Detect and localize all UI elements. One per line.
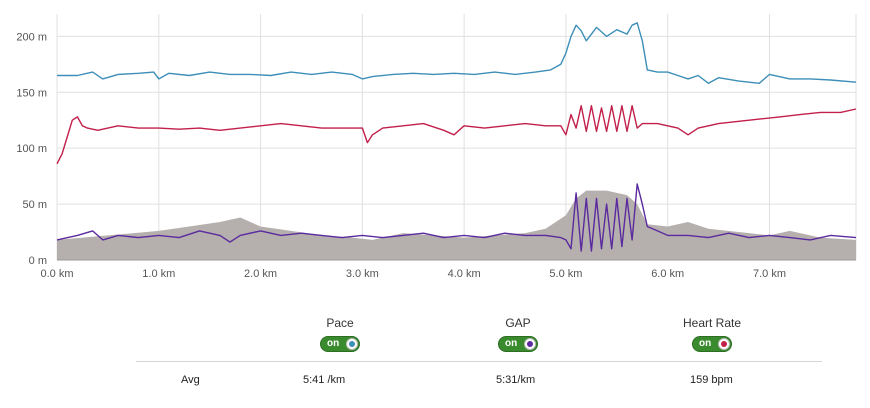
x-tick-label: 7.0 km xyxy=(753,268,786,280)
heart-rate-line xyxy=(56,105,857,165)
x-tick-label: 2.0 km xyxy=(244,268,277,280)
avg-gap-value: 5:31/km xyxy=(496,374,536,386)
chart-axes: 0.0 km 1.0 km 2.0 km 3.0 km 4.0 km 5.0 km 6.0 … xyxy=(16,31,856,280)
legend-label-heart-rate: Heart Rate xyxy=(682,316,742,330)
y-tick-label: 50 m xyxy=(23,199,47,211)
gap-line xyxy=(56,183,857,252)
heart-rate-toggle[interactable]: on xyxy=(692,336,732,352)
pace-toggle-knob xyxy=(346,338,358,350)
heart-rate-toggle-text: on xyxy=(699,338,712,349)
y-tick-label: 100 m xyxy=(16,143,47,155)
avg-label: Avg xyxy=(181,374,200,386)
x-tick-label: 4.0 km xyxy=(448,268,481,280)
chart-grid xyxy=(56,14,857,261)
legend-item-gap: GAP on xyxy=(448,316,588,357)
legend-label-pace: Pace xyxy=(326,316,354,330)
x-tick-label: 1.0 km xyxy=(142,268,175,280)
summary-divider xyxy=(136,361,822,362)
gap-toggle-knob xyxy=(524,338,536,350)
y-tick-label: 150 m xyxy=(16,87,47,99)
pace-toggle[interactable]: on xyxy=(320,336,360,352)
avg-pace-value: 5:41 /km xyxy=(303,374,346,386)
avg-heart-rate-value: 159 bpm xyxy=(690,374,733,386)
heart-rate-dot-icon xyxy=(721,341,727,347)
x-tick-label: 0.0 km xyxy=(40,268,73,280)
y-tick-label: 0 m xyxy=(29,255,47,267)
x-tick-label: 5.0 km xyxy=(549,268,582,280)
pace-line xyxy=(57,22,857,84)
gap-toggle-text: on xyxy=(505,338,518,349)
heart-rate-toggle-knob xyxy=(718,338,730,350)
gap-dot-icon xyxy=(527,341,533,347)
elevation-area xyxy=(57,190,856,260)
pace-dot-icon xyxy=(349,341,355,347)
legend-label-gap: GAP xyxy=(505,316,531,330)
elevation-chart: 0.0 km 1.0 km 2.0 km 3.0 km 4.0 km 5.0 km 6.0 … xyxy=(16,14,857,280)
gap-toggle[interactable]: on xyxy=(498,336,538,352)
chart-series xyxy=(56,22,857,252)
x-tick-label: 3.0 km xyxy=(346,268,379,280)
legend-item-pace: Pace on xyxy=(270,316,410,357)
legend-item-heart-rate: Heart Rate on xyxy=(642,316,782,357)
y-tick-label: 200 m xyxy=(16,31,47,43)
pace-toggle-text: on xyxy=(327,338,340,349)
x-tick-label: 6.0 km xyxy=(651,268,684,280)
